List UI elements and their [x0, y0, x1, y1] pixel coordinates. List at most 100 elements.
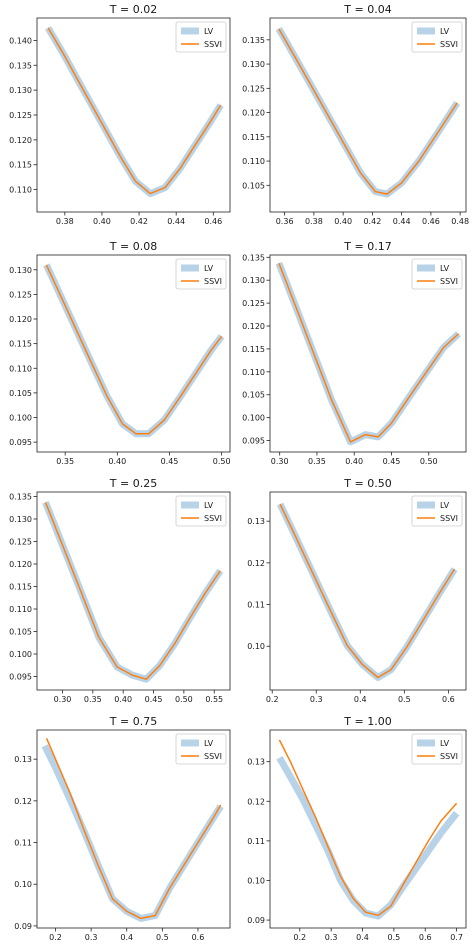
y-tick-label: 0.120: [9, 136, 32, 145]
y-tick-label: 0.120: [9, 315, 32, 324]
axes-frame: [269, 729, 467, 929]
y-tick-label: 0.135: [242, 253, 265, 262]
y-tick-label: 0.12: [247, 559, 265, 568]
x-tick-label: 0.38: [56, 217, 74, 226]
x-tick-label: 0.50: [213, 457, 231, 466]
x-tick-label: 0.4: [354, 695, 367, 704]
y-tick-label: 0.120: [9, 560, 32, 569]
y-tick-label: 0.11: [247, 601, 265, 610]
panel-1: T = 0.02 0.38 0.40 0.42 0.44 0.46 0.110 0.115 0.…: [9, 3, 231, 226]
y-tick-label: 0.12: [247, 797, 265, 806]
series-line-ssvi: [45, 738, 222, 920]
x-tick-label: 0.42: [130, 217, 148, 226]
panel-title: T = 0.08: [109, 240, 157, 253]
x-tick-label: 0.50: [420, 457, 438, 466]
panel-8: T = 1.00 0.2 0.3 0.4 0.5 0.6 0.7 0.09 0.10 0.11 0.…: [247, 715, 467, 942]
legend-label-lv: LV: [440, 27, 450, 36]
x-tick-label: 0.40: [108, 457, 126, 466]
y-tick-label: 0.115: [9, 340, 32, 349]
series-line-lv: [42, 501, 224, 683]
axes-frame: [269, 17, 467, 213]
x-tick-label: 0.5: [388, 933, 401, 942]
panel-5: T = 0.25 0.30 0.35 0.40 0.45 0.50 0.55 0.095 0.1…: [9, 477, 231, 704]
y-tick-label: 0.130: [242, 276, 265, 285]
x-tick-label: 0.40: [334, 217, 352, 226]
series-line-ssvi: [278, 739, 458, 917]
y-tick-label: 0.125: [9, 111, 32, 120]
x-tick-label: 0.42: [363, 217, 381, 226]
x-tick-label: 0.40: [93, 217, 111, 226]
panel-4: T = 0.17 0.30 0.35 0.40 0.45 0.50 0.095 0.100 0.…: [242, 240, 467, 466]
x-tick-label: 0.3: [85, 933, 98, 942]
x-tick-label: 0.35: [84, 695, 102, 704]
y-tick-label: 0.105: [242, 391, 265, 400]
y-tick-label: 0.115: [9, 583, 32, 592]
y-tick-label: 0.130: [9, 515, 32, 524]
legend: LV SSVI: [411, 733, 463, 765]
series-line-ssvi: [278, 28, 458, 195]
legend-label-lv: LV: [204, 739, 214, 748]
panel-title: T = 0.04: [343, 3, 391, 16]
y-tick-label: 0.13: [247, 517, 265, 526]
legend: LV SSVI: [175, 21, 227, 53]
panel-title: T = 0.50: [343, 477, 391, 490]
panel-6: T = 0.50 0.2 0.3 0.4 0.5 0.6 0.10 0.11 0.12 0.13 L…: [247, 477, 467, 704]
axes-frame: [36, 729, 231, 929]
series-line-ssvi: [44, 502, 221, 680]
y-tick-label: 0.120: [242, 322, 265, 331]
legend: LV SSVI: [175, 733, 227, 765]
y-tick-label: 0.095: [9, 673, 32, 682]
y-tick-label: 0.13: [247, 758, 265, 767]
y-tick-label: 0.105: [9, 389, 32, 398]
x-tick-label: 0.4: [120, 933, 133, 942]
x-tick-label: 0.48: [451, 217, 469, 226]
x-tick-label: 0.30: [54, 695, 72, 704]
series-line-ssvi: [47, 27, 222, 195]
y-tick-label: 0.10: [247, 642, 265, 651]
y-tick-label: 0.135: [9, 493, 32, 502]
y-tick-label: 0.09: [247, 916, 265, 925]
x-tick-label: 0.40: [114, 695, 132, 704]
x-tick-label: 0.45: [383, 457, 401, 466]
x-tick-label: 0.35: [308, 457, 326, 466]
series-line-ssvi: [279, 503, 456, 679]
x-tick-label: 0.55: [205, 695, 223, 704]
y-tick-label: 0.110: [9, 186, 32, 195]
panel-title: T = 0.02: [109, 3, 157, 16]
series-line-ssvi: [278, 262, 460, 443]
y-tick-label: 0.110: [242, 368, 265, 377]
legend-label-lv: LV: [204, 27, 214, 36]
x-tick-label: 0.5: [398, 695, 411, 704]
y-tick-label: 0.115: [242, 345, 265, 354]
y-tick-label: 0.115: [9, 161, 32, 170]
y-tick-label: 0.130: [9, 266, 32, 275]
axes-frame: [269, 254, 467, 453]
x-tick-label: 0.5: [156, 933, 169, 942]
legend-label-ssvi: SSVI: [204, 277, 222, 286]
y-tick-label: 0.11: [247, 837, 265, 846]
y-tick-label: 0.125: [9, 538, 32, 547]
series-line-lv: [45, 26, 224, 198]
legend: LV SSVI: [175, 495, 227, 527]
series-line-ssvi: [45, 264, 223, 435]
x-tick-label: 0.2: [266, 695, 279, 704]
x-tick-label: 0.45: [145, 695, 163, 704]
x-tick-label: 0.50: [175, 695, 193, 704]
panel-2: T = 0.04 0.36 0.38 0.40 0.42 0.44 0.46 0.48 0.10…: [242, 3, 469, 226]
x-tick-label: 0.35: [56, 457, 74, 466]
y-tick-label: 0.140: [9, 36, 32, 45]
panel-title: T = 0.25: [109, 477, 157, 490]
x-tick-label: 0.44: [167, 217, 185, 226]
series-line-lv: [41, 744, 224, 922]
legend: LV SSVI: [411, 21, 463, 53]
series-line-lv: [275, 26, 461, 198]
y-tick-label: 0.125: [242, 299, 265, 308]
legend-label-ssvi: SSVI: [204, 514, 222, 523]
y-tick-label: 0.110: [9, 605, 32, 614]
y-tick-label: 0.10: [14, 880, 32, 889]
legend-label-ssvi: SSVI: [440, 514, 458, 523]
legend-label-lv: LV: [440, 739, 450, 748]
legend-label-ssvi: SSVI: [440, 277, 458, 286]
axes-frame: [269, 491, 467, 691]
